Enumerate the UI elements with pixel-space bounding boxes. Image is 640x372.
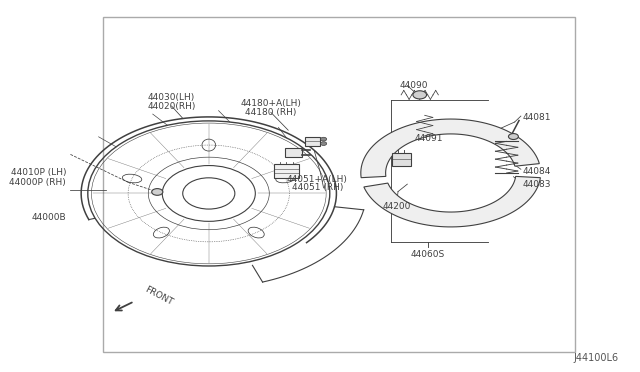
Text: 44030(LH): 44030(LH) bbox=[148, 93, 195, 102]
Text: 44051+A(LH): 44051+A(LH) bbox=[287, 175, 348, 184]
Text: 44000B: 44000B bbox=[31, 213, 66, 222]
Text: 44000P (RH): 44000P (RH) bbox=[10, 178, 66, 187]
Text: 44051 (RH): 44051 (RH) bbox=[292, 183, 343, 192]
Text: J44100L6: J44100L6 bbox=[573, 353, 618, 363]
Text: 44020(RH): 44020(RH) bbox=[147, 102, 196, 110]
Circle shape bbox=[152, 189, 163, 195]
Circle shape bbox=[413, 91, 427, 99]
Text: 44084: 44084 bbox=[522, 167, 550, 176]
Text: 44180 (RH): 44180 (RH) bbox=[245, 108, 296, 117]
Text: FRONT: FRONT bbox=[143, 285, 175, 307]
Text: 44091: 44091 bbox=[415, 134, 444, 143]
Text: 44200: 44200 bbox=[383, 202, 411, 211]
Text: 44010P (LH): 44010P (LH) bbox=[11, 169, 66, 177]
Polygon shape bbox=[285, 148, 303, 157]
Polygon shape bbox=[274, 164, 299, 178]
Polygon shape bbox=[361, 119, 540, 178]
Text: 44081: 44081 bbox=[522, 113, 550, 122]
Text: 44090: 44090 bbox=[400, 81, 428, 90]
Circle shape bbox=[321, 142, 326, 145]
Text: 44060S: 44060S bbox=[411, 250, 445, 259]
Text: 44180+A(LH): 44180+A(LH) bbox=[241, 99, 301, 108]
Polygon shape bbox=[364, 176, 540, 227]
Polygon shape bbox=[305, 137, 321, 146]
Polygon shape bbox=[392, 153, 411, 166]
Circle shape bbox=[508, 134, 518, 140]
Text: 44083: 44083 bbox=[522, 180, 550, 189]
Circle shape bbox=[321, 137, 326, 141]
